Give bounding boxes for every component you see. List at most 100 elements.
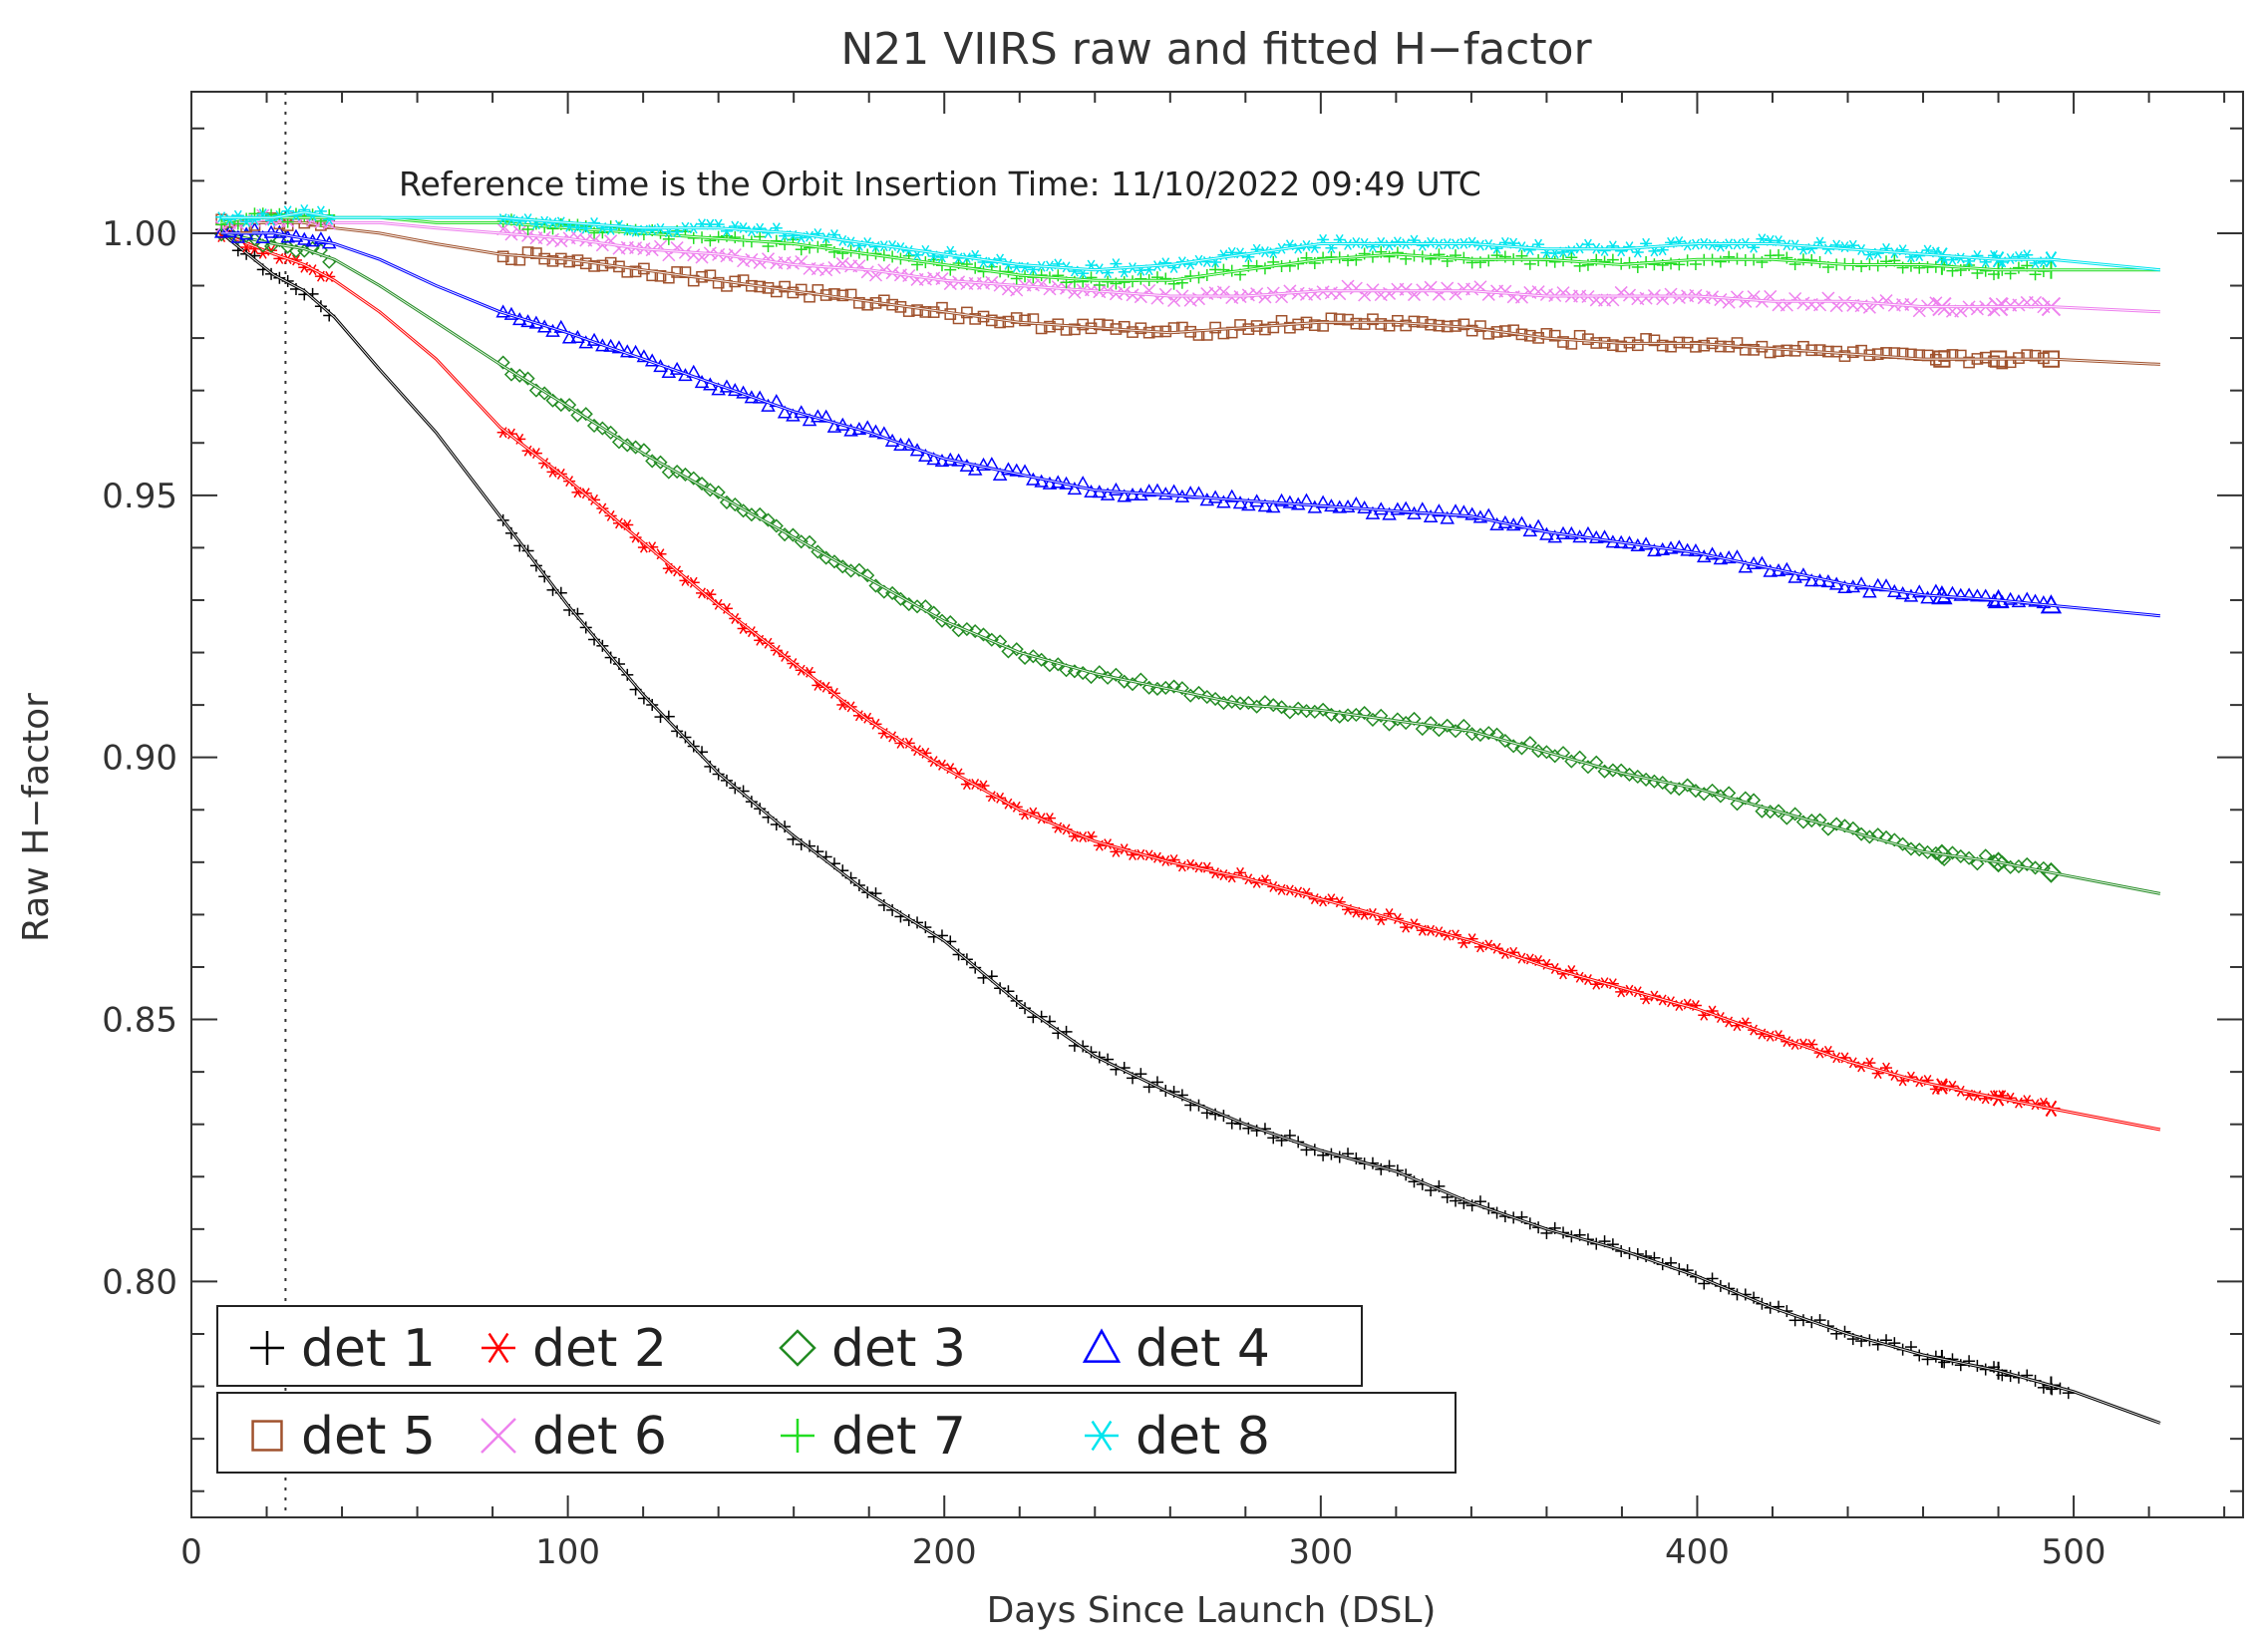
series-det-6 xyxy=(214,208,2160,318)
data-point xyxy=(1647,543,1662,557)
data-point xyxy=(1407,711,1422,727)
data-point xyxy=(1464,506,1479,520)
x-tick-label: 300 xyxy=(1288,1532,1353,1572)
data-point xyxy=(1034,474,1049,488)
data-point xyxy=(611,340,627,354)
data-point xyxy=(1191,685,1206,700)
data-point xyxy=(1978,588,1993,602)
data-point xyxy=(1855,260,1868,273)
data-point xyxy=(753,506,768,522)
data-point xyxy=(1159,272,1172,285)
data-point xyxy=(1391,236,1404,248)
data-point xyxy=(1250,287,1264,301)
series-det-2 xyxy=(215,227,2161,1132)
data-point xyxy=(1118,276,1131,289)
data-point xyxy=(1688,543,1704,557)
data-point xyxy=(588,260,600,272)
data-point xyxy=(1349,707,1364,723)
data-point xyxy=(836,289,849,302)
data-point xyxy=(1714,255,1727,268)
chart-annotation: Reference time is the Orbit Insertion Ti… xyxy=(399,165,1481,203)
data-point xyxy=(1174,681,1189,696)
data-point xyxy=(1092,665,1107,680)
data-point xyxy=(959,621,974,637)
data-point xyxy=(968,624,983,639)
legend-marker xyxy=(779,1329,816,1367)
data-point xyxy=(1656,339,1669,352)
data-point xyxy=(215,218,228,231)
data-point xyxy=(1787,569,1802,583)
data-point xyxy=(1489,727,1504,742)
data-point xyxy=(1638,536,1654,550)
data-point xyxy=(1400,319,1413,332)
data-point xyxy=(993,634,1008,649)
data-point xyxy=(1803,573,1819,587)
data-point xyxy=(1382,717,1397,732)
data-point xyxy=(636,443,651,458)
data-point xyxy=(976,627,991,642)
series-det-1 xyxy=(215,223,2161,1425)
data-point xyxy=(1398,500,1414,514)
data-point xyxy=(934,453,950,468)
data-point xyxy=(1564,525,1579,540)
fit-line-highlight xyxy=(221,232,2160,617)
data-point xyxy=(2012,261,2025,274)
data-point xyxy=(1498,284,1512,298)
data-point xyxy=(860,568,875,583)
data-point xyxy=(1250,259,1263,272)
data-point xyxy=(1665,257,1678,270)
data-point xyxy=(1440,510,1455,524)
x-tick-label: 0 xyxy=(180,1532,202,1572)
data-point xyxy=(1102,319,1114,332)
data-point xyxy=(1920,844,1935,859)
data-point xyxy=(1954,349,1967,362)
data-point xyxy=(1266,698,1281,713)
data-point xyxy=(1019,314,1031,327)
data-point xyxy=(1730,290,1745,304)
data-point xyxy=(828,288,840,300)
data-point xyxy=(1425,252,1438,265)
data-point xyxy=(1416,316,1429,328)
data-point xyxy=(1796,296,1810,310)
data-point xyxy=(1845,821,1860,835)
data-point xyxy=(1241,695,1256,711)
data-point xyxy=(853,296,865,309)
data-point xyxy=(1274,493,1289,506)
data-point xyxy=(1317,319,1329,332)
data-point xyxy=(1773,345,1784,358)
data-point xyxy=(313,231,329,245)
data-point xyxy=(1224,694,1239,709)
data-point xyxy=(893,591,908,606)
x-tick-label: 200 xyxy=(912,1532,977,1572)
data-point xyxy=(1557,336,1569,348)
data-point xyxy=(1607,339,1619,351)
data-point xyxy=(1837,579,1852,594)
data-point xyxy=(1614,763,1629,778)
data-point xyxy=(976,457,991,471)
data-point xyxy=(1680,778,1695,793)
data-point xyxy=(1548,255,1561,268)
data-point xyxy=(578,407,593,422)
data-point xyxy=(795,283,808,296)
data-point xyxy=(1721,549,1737,564)
data-point xyxy=(678,467,693,482)
data-point xyxy=(1093,318,1106,331)
legend-marker xyxy=(1082,1328,1122,1363)
data-point xyxy=(1044,320,1056,333)
data-point xyxy=(1291,701,1306,716)
data-point xyxy=(1953,848,1968,863)
data-point xyxy=(1424,716,1439,731)
data-point xyxy=(843,423,858,437)
data-point xyxy=(1912,842,1927,857)
data-point xyxy=(969,313,982,325)
data-point xyxy=(1878,829,1894,845)
data-point xyxy=(1739,294,1753,308)
data-point xyxy=(2028,593,2043,607)
data-point xyxy=(728,248,742,262)
data-point xyxy=(2041,861,2062,883)
data-point xyxy=(1390,501,1406,515)
y-tick-label: 0.95 xyxy=(102,477,177,516)
data-point xyxy=(1390,712,1405,727)
data-point xyxy=(1862,584,1877,598)
